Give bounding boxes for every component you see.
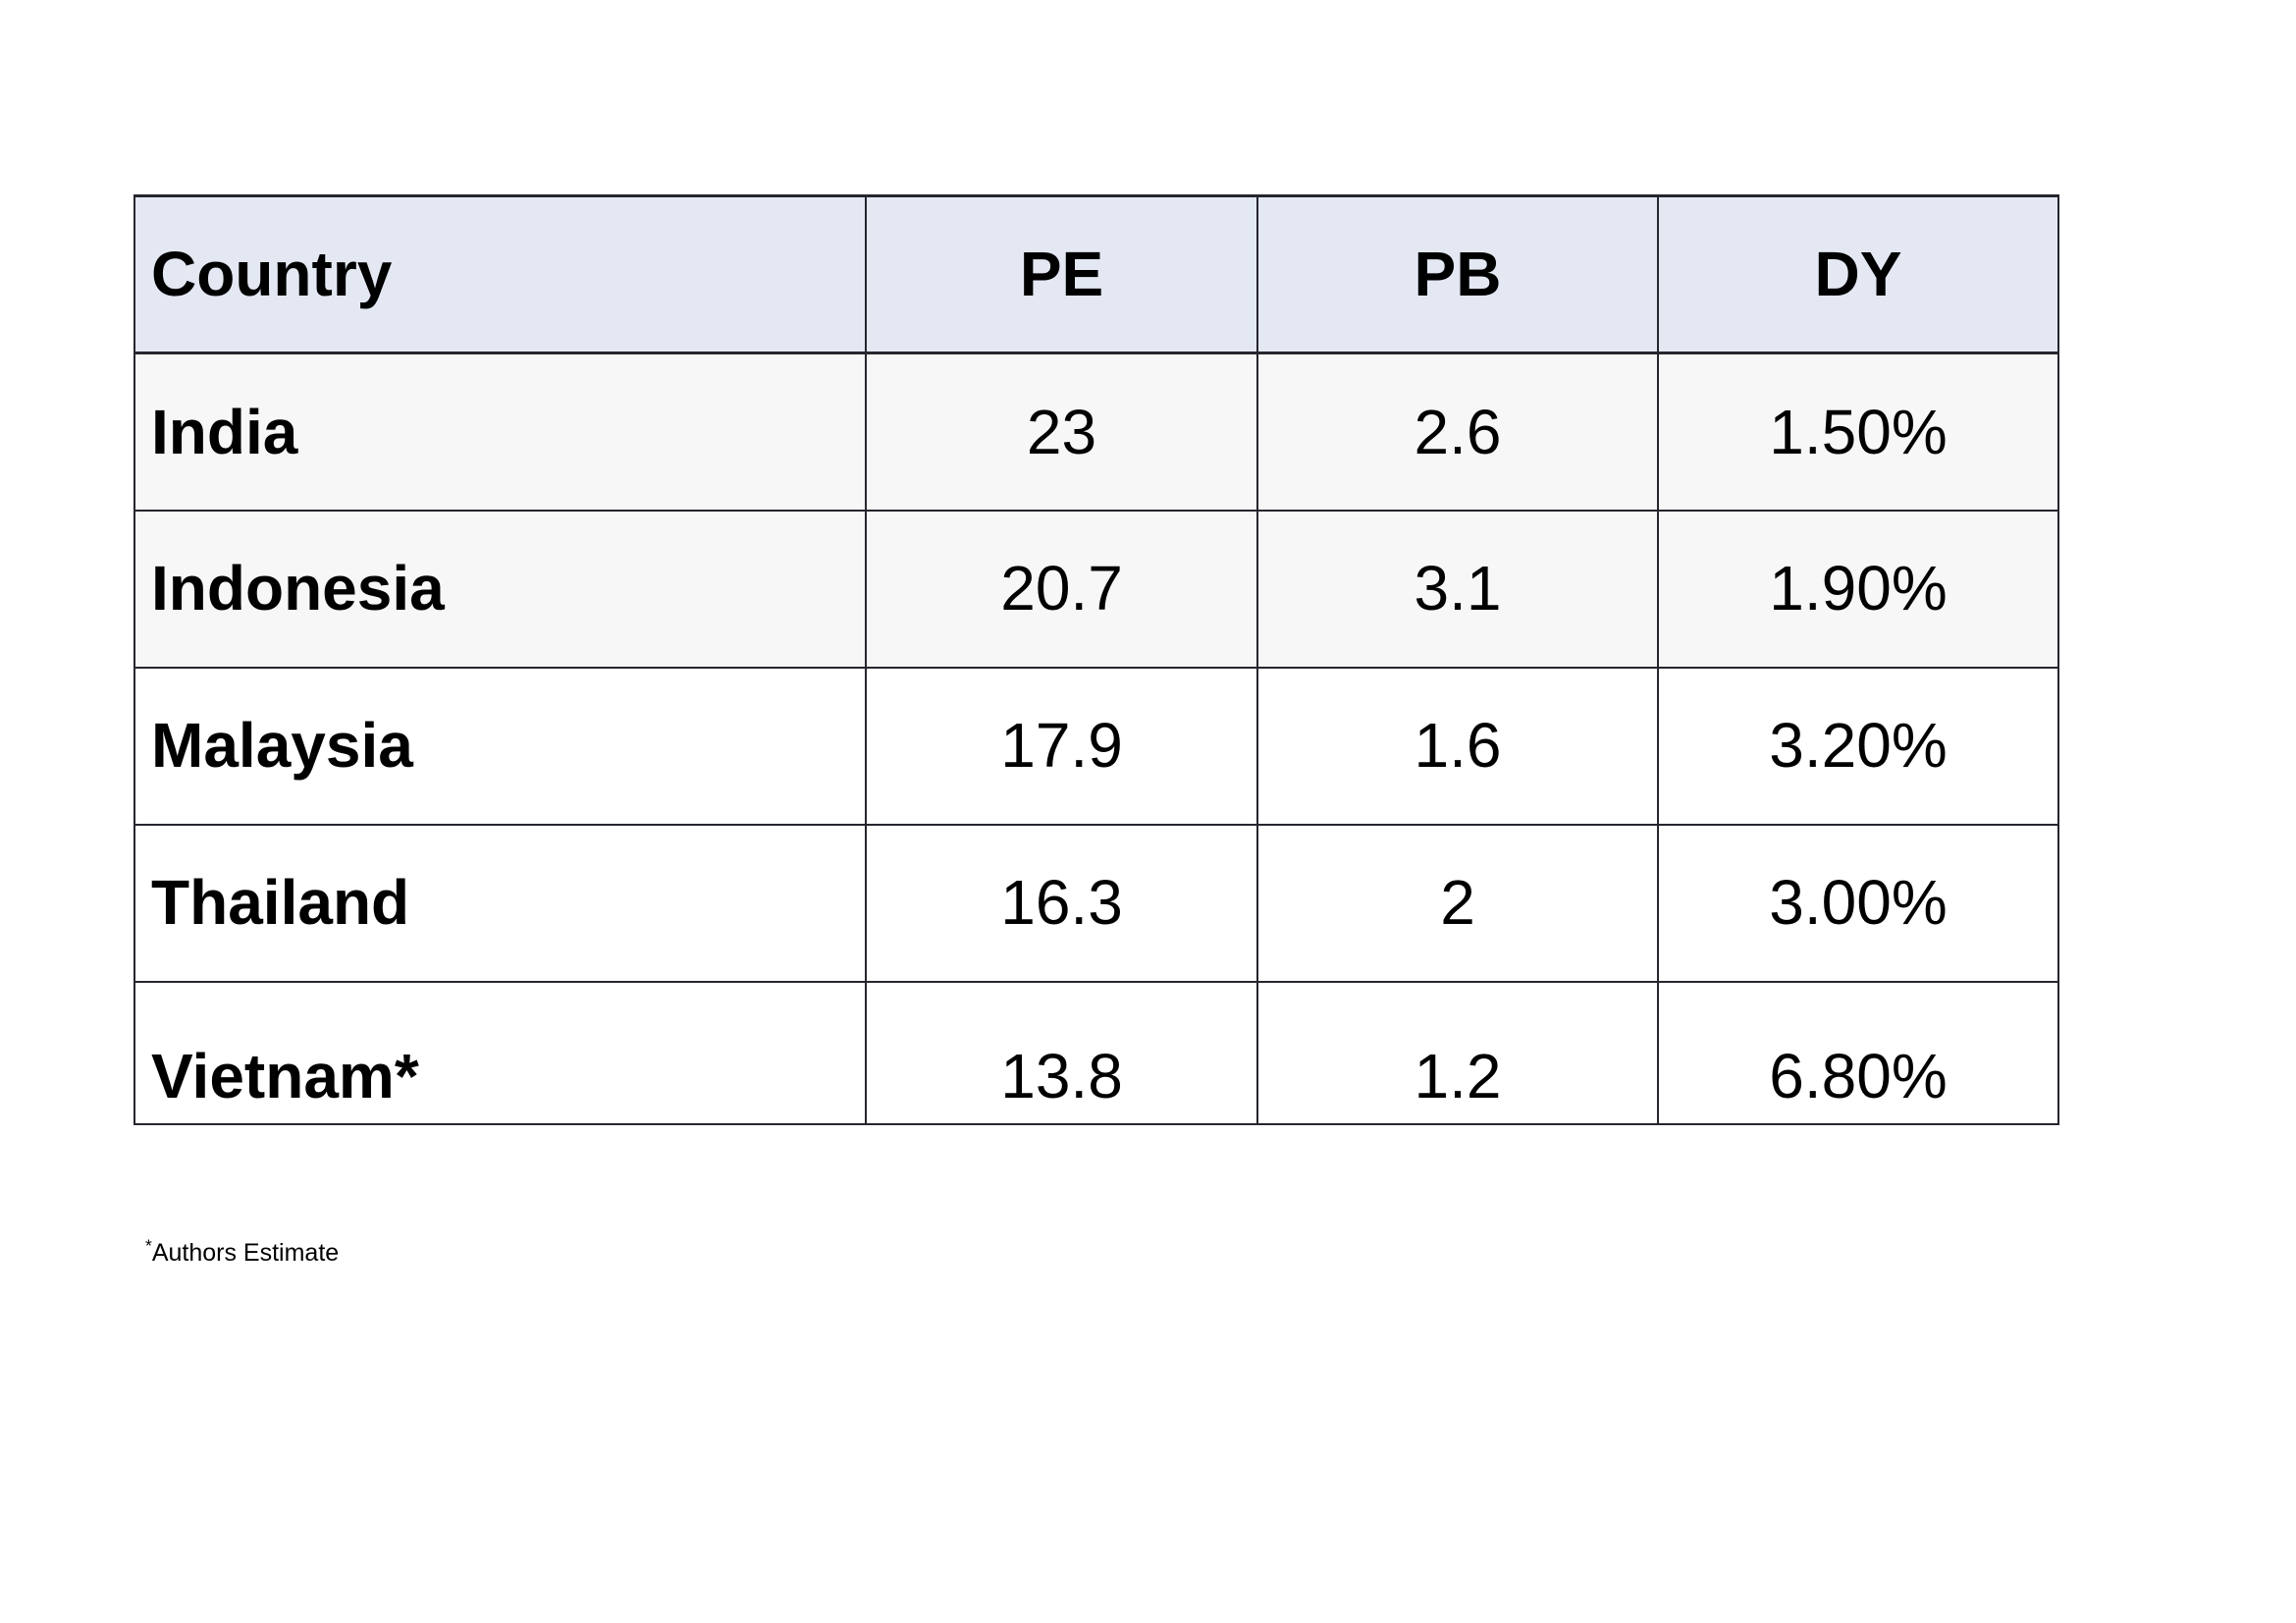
cell-pe: 20.7 — [865, 509, 1258, 669]
table-row-indonesia: Indonesia 20.7 3.1 1.90% — [133, 509, 2059, 669]
cell-dy: 1.50% — [1657, 352, 2059, 512]
cell-dy: 6.80% — [1657, 980, 2059, 1125]
footnote-asterisk: * — [145, 1235, 152, 1256]
valuation-table-container: Country PE PB DY India 23 2.6 1.50% Indo… — [133, 194, 2059, 1125]
cell-country: India — [133, 352, 867, 512]
cell-pe: 23 — [865, 352, 1258, 512]
cell-pb: 3.1 — [1256, 509, 1659, 669]
valuation-table: Country PE PB DY India 23 2.6 1.50% Indo… — [133, 194, 2059, 1125]
cell-pb: 2.6 — [1256, 352, 1659, 512]
cell-dy: 3.00% — [1657, 823, 2059, 983]
cell-pe: 13.8 — [865, 980, 1258, 1125]
cell-pe: 16.3 — [865, 823, 1258, 983]
cell-dy: 3.20% — [1657, 666, 2059, 826]
cell-pb: 1.6 — [1256, 666, 1659, 826]
footnote-text: Authors Estimate — [151, 1239, 340, 1267]
cell-country: Malaysia — [133, 666, 867, 826]
column-header-pe: PE — [865, 194, 1258, 354]
cell-country: Thailand — [133, 823, 867, 983]
cell-pe: 17.9 — [865, 666, 1258, 826]
header-row: Country PE PB DY — [133, 194, 2059, 354]
table-row-malaysia: Malaysia 17.9 1.6 3.20% — [133, 666, 2059, 826]
column-header-country: Country — [133, 194, 867, 354]
table-row-vietnam: Vietnam* 13.8 1.2 6.80% — [133, 980, 2059, 1125]
cell-country: Indonesia — [133, 509, 867, 669]
cell-pb: 1.2 — [1256, 980, 1659, 1125]
table-row-thailand: Thailand 16.3 2 3.00% — [133, 823, 2059, 983]
cell-dy: 1.90% — [1657, 509, 2059, 669]
cell-pb: 2 — [1256, 823, 1659, 983]
column-header-pb: PB — [1256, 194, 1659, 354]
column-header-dy: DY — [1657, 194, 2059, 354]
table-row-india: India 23 2.6 1.50% — [133, 352, 2059, 512]
cell-country: Vietnam* — [133, 980, 867, 1125]
footnote: *Authors Estimate — [145, 1235, 340, 1268]
